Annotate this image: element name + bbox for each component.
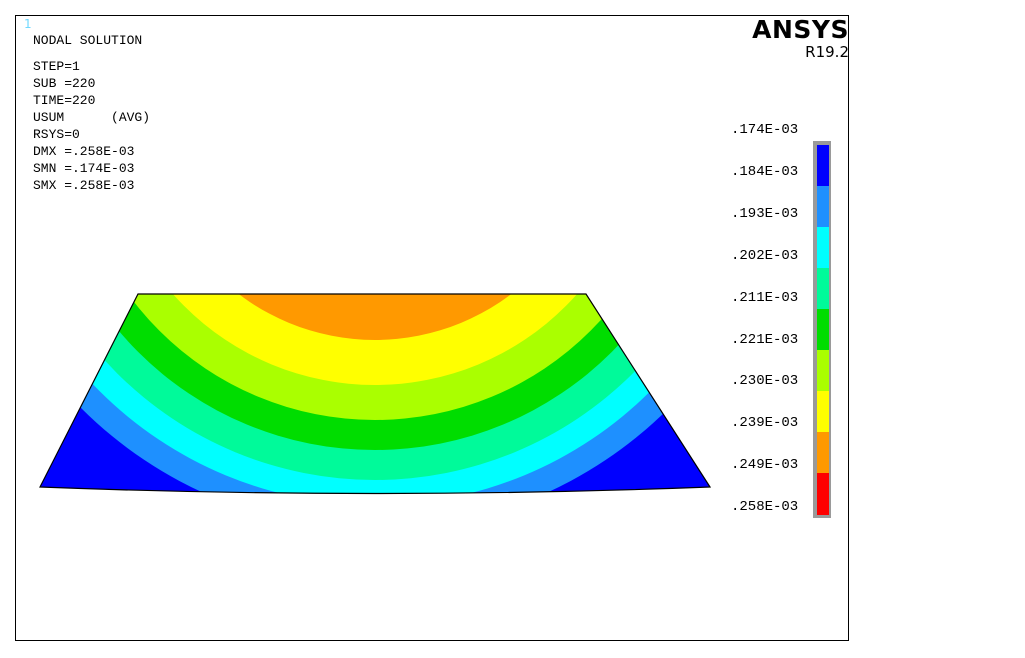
legend-swatch — [817, 145, 829, 187]
legend-label: .239E-03 — [731, 415, 799, 432]
window-number: 1 — [24, 17, 32, 31]
legend-label: .193E-03 — [731, 205, 799, 222]
legend-swatch — [817, 350, 829, 392]
graphics-window-frame — [15, 15, 849, 641]
release-label: R19.2 — [805, 43, 849, 61]
contour-bands — [40, 0, 710, 494]
legend-swatch — [817, 391, 829, 433]
legend-label: .230E-03 — [731, 373, 799, 390]
legend-label: .221E-03 — [731, 331, 799, 348]
legend-label: .184E-03 — [731, 163, 799, 180]
info-step: STEP=1 — [33, 59, 80, 74]
band-8 — [200, 0, 550, 290]
info-sub: SUB =220 — [33, 76, 96, 91]
legend-swatch — [817, 309, 829, 351]
info-time: TIME=220 — [33, 93, 96, 108]
legend-label: .174E-03 — [731, 122, 799, 138]
legend-label: .249E-03 — [731, 457, 799, 474]
legend-label: .211E-03 — [731, 289, 799, 306]
legend-label: .202E-03 — [731, 247, 799, 264]
info-title: NODAL SOLUTION — [33, 33, 143, 48]
legend-swatch — [817, 432, 829, 474]
info-dmx: DMX =.258E-03 — [33, 144, 135, 159]
legend-swatch — [817, 186, 829, 228]
legend-colorbar — [813, 141, 831, 518]
legend-label: .258E-03 — [731, 499, 799, 516]
legend-swatch — [817, 473, 829, 515]
info-smn: SMN =.174E-03 — [33, 161, 135, 176]
info-item: USUM (AVG) — [33, 110, 151, 125]
info-smx: SMX =.258E-03 — [33, 178, 135, 193]
shape-outline — [39, 293, 712, 495]
brand-logo: ANSYS — [752, 15, 849, 44]
legend-swatch — [817, 268, 829, 310]
band-7 — [150, 294, 600, 340]
legend-swatch — [817, 227, 829, 269]
info-rsys: RSYS=0 — [33, 127, 80, 142]
